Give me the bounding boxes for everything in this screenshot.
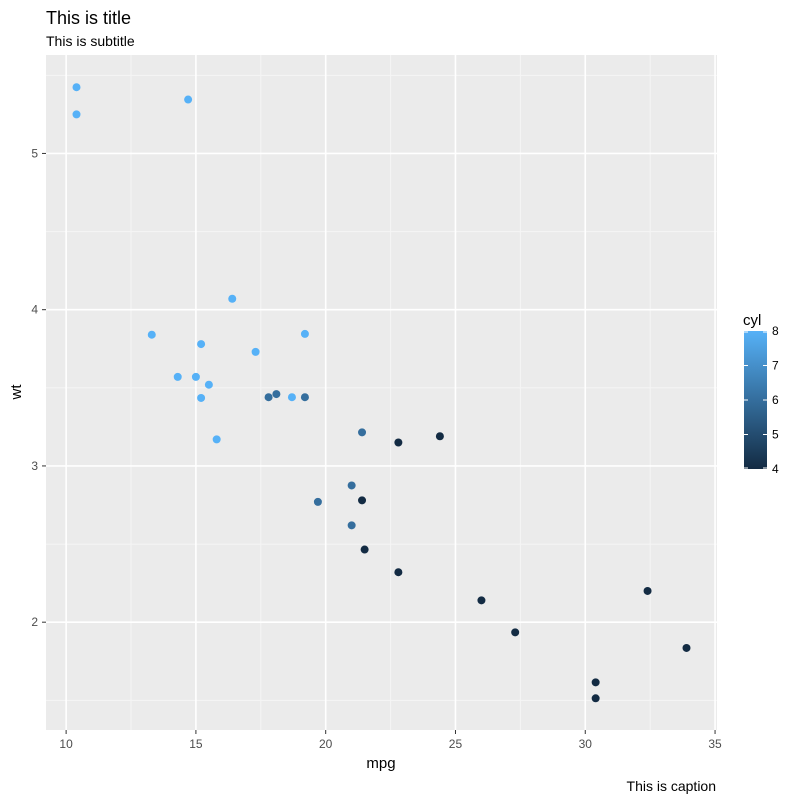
data-points <box>72 83 691 703</box>
data-point <box>212 435 221 444</box>
legend-title: cyl <box>743 312 761 329</box>
x-axis-title: mpg <box>366 755 395 772</box>
data-point <box>191 372 200 381</box>
data-point <box>643 586 652 595</box>
data-point <box>360 545 369 554</box>
legend-tick-label: 7 <box>772 359 779 373</box>
legend-tick-label: 6 <box>772 393 779 407</box>
data-point <box>287 393 296 402</box>
y-tick-label: 3 <box>31 459 38 473</box>
data-point <box>272 390 281 399</box>
y-axis: 2 3 4 5 <box>31 146 46 629</box>
major-grid <box>46 55 717 730</box>
data-point <box>204 380 213 389</box>
y-tick-label: 2 <box>31 615 38 629</box>
data-point <box>147 330 156 339</box>
legend-colorbar <box>744 331 767 469</box>
data-point <box>197 340 206 349</box>
data-point <box>228 294 237 303</box>
data-point <box>300 393 309 402</box>
x-tick-label: 25 <box>449 737 463 751</box>
data-point <box>358 428 367 437</box>
x-axis: 10 15 20 25 30 35 <box>59 730 722 751</box>
y-tick-label: 5 <box>31 146 38 160</box>
x-tick-label: 20 <box>319 737 333 751</box>
legend-tick-label: 5 <box>772 428 779 442</box>
data-point <box>197 393 206 402</box>
data-point <box>394 438 403 447</box>
data-point <box>72 110 81 119</box>
data-point <box>300 329 309 338</box>
data-point <box>358 496 367 505</box>
y-tick-label: 4 <box>31 303 38 317</box>
data-point <box>682 643 691 652</box>
chart-subtitle: This is subtitle <box>46 33 135 49</box>
legend-tick-label: 4 <box>772 462 779 476</box>
data-point <box>173 372 182 381</box>
data-point <box>511 628 520 637</box>
x-tick-label: 10 <box>59 737 73 751</box>
data-point <box>264 393 273 402</box>
data-point <box>72 83 81 92</box>
chart-title: This is title <box>46 8 131 28</box>
x-tick-label: 15 <box>189 737 203 751</box>
chart-caption: This is caption <box>627 778 716 794</box>
data-point <box>184 95 193 104</box>
data-point <box>435 432 444 441</box>
plot-panel <box>46 55 717 730</box>
data-point <box>394 568 403 577</box>
data-point <box>347 521 356 530</box>
minor-grid <box>46 55 717 730</box>
data-point <box>251 347 260 356</box>
data-point <box>313 497 322 506</box>
x-tick-label: 35 <box>708 737 722 751</box>
legend-tick-label: 8 <box>772 324 779 338</box>
data-point <box>591 694 600 703</box>
y-axis-title: wt <box>8 384 25 401</box>
legend-ticks: 4 5 6 7 8 <box>744 324 779 476</box>
color-legend: cyl 4 5 6 7 8 <box>743 312 779 476</box>
data-point <box>347 481 356 490</box>
data-point <box>591 678 600 687</box>
data-point <box>477 596 486 605</box>
x-tick-label: 30 <box>579 737 593 751</box>
